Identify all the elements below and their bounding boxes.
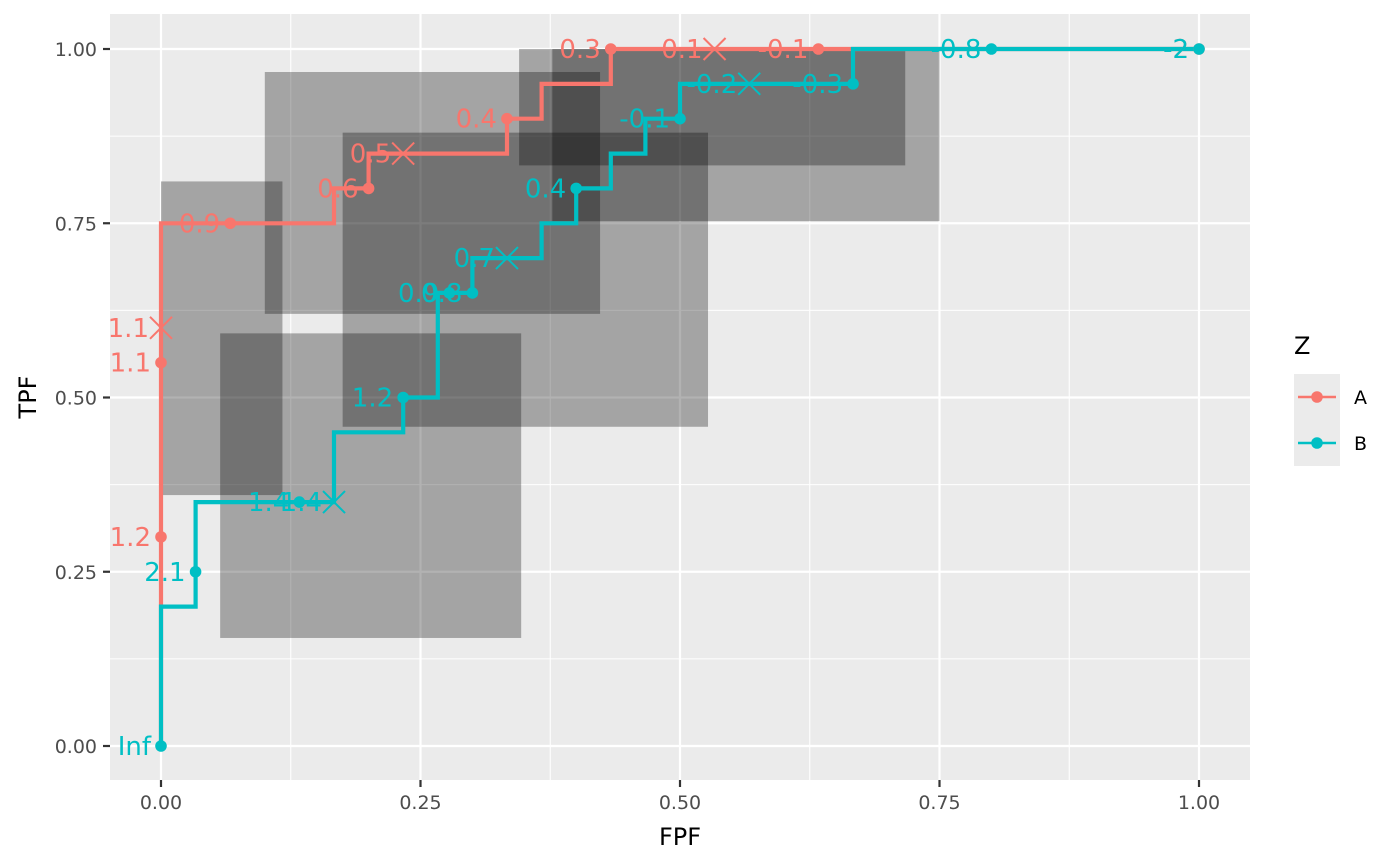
operating-point-cross <box>391 141 415 166</box>
point-label: -0.1 <box>758 35 809 65</box>
roc-point <box>155 531 167 543</box>
point-label: 0.6 <box>317 174 358 204</box>
y-axis: 0.00 0.25 0.50 0.75 1.00 <box>55 39 110 758</box>
cross-label: 0.5 <box>350 140 391 170</box>
confidence-region <box>220 333 522 638</box>
roc-point <box>155 356 167 369</box>
x-axis-title: FPF <box>659 823 701 851</box>
point-label: -0.8 <box>931 35 982 65</box>
y-axis-title: TPF <box>14 376 42 420</box>
operating-point-cross <box>322 490 346 514</box>
x-tick-label: 0.00 <box>140 792 182 814</box>
point-label: 0.4 <box>525 174 566 204</box>
confidence-region <box>161 181 283 496</box>
roc-point <box>466 287 479 299</box>
confidence-region <box>519 49 906 166</box>
point-label: -0.3 <box>792 70 843 100</box>
y-tick-label: 1.00 <box>55 39 97 61</box>
cross-label: 1.1 <box>108 314 149 344</box>
operating-point-cross <box>495 246 519 270</box>
roc-point <box>443 287 456 299</box>
cross-label: 1.4 <box>281 488 322 518</box>
roc-point <box>604 43 617 55</box>
legend-key-point <box>1311 391 1323 403</box>
x-tick-label: 1.00 <box>1178 792 1220 814</box>
operating-point-cross <box>737 72 761 96</box>
legend-label-A: A <box>1354 387 1367 409</box>
x-tick-label: 0.75 <box>918 792 960 814</box>
legend-label-B: B <box>1354 433 1367 455</box>
roc-point <box>224 217 237 230</box>
roc-point <box>155 740 167 752</box>
major-gridlines <box>110 14 1250 780</box>
point-label: 0.9 <box>398 279 439 309</box>
x-tick-label: 0.25 <box>399 792 441 814</box>
roc-point <box>189 565 202 578</box>
point-label: -0.1 <box>619 105 670 135</box>
cross-label: 0.7 <box>454 244 495 274</box>
legend: Z A B <box>1294 332 1367 466</box>
cross-label: 0.1 <box>661 35 702 65</box>
y-tick-label: 0.50 <box>55 388 97 410</box>
operating-point-cross <box>149 316 173 340</box>
roc-point <box>293 496 306 508</box>
point-label: Inf <box>118 732 152 762</box>
confidence-region <box>342 132 709 427</box>
roc-markers <box>149 37 1205 752</box>
point-label: -2 <box>1163 35 1189 65</box>
x-axis: 0.00 0.25 0.50 0.75 1.00 <box>140 780 1220 814</box>
point-label: 0.3 <box>559 35 600 65</box>
point-label: 1.2 <box>110 523 151 553</box>
legend-key-point <box>1311 437 1323 449</box>
confidence-regions <box>161 49 940 638</box>
confidence-region <box>264 72 601 314</box>
point-label: 1.4 <box>248 488 289 518</box>
roc-point <box>570 182 582 195</box>
cross-label: -0.2 <box>687 70 738 100</box>
point-label: 0.9 <box>179 209 220 239</box>
y-tick-label: 0.00 <box>55 736 97 758</box>
roc-point <box>674 112 686 125</box>
roc-point <box>397 391 409 404</box>
point-label: 1.2 <box>352 384 393 414</box>
roc-point <box>847 78 859 90</box>
point-label: 0.8 <box>421 279 462 309</box>
roc-point <box>362 182 375 195</box>
roc-curve-A <box>158 46 1199 746</box>
point-labels: 1.2 1.1 0.9 0.6 0.4 0.3 -0.1 -2 1.1 0.5 0.1 Inf 2.1 1… <box>108 35 1189 762</box>
point-label: 2.1 <box>144 558 185 588</box>
roc-point <box>985 43 998 55</box>
confidence-region <box>552 49 940 222</box>
legend-title: Z <box>1294 332 1310 360</box>
point-label: -2 <box>1163 35 1189 65</box>
roc-point <box>501 112 513 125</box>
y-tick-label: 0.25 <box>55 562 97 584</box>
operating-point-cross <box>702 37 727 61</box>
x-tick-label: 0.50 <box>659 792 701 814</box>
roc-point <box>812 43 825 55</box>
y-tick-label: 0.75 <box>55 213 97 235</box>
roc-point <box>1193 43 1205 55</box>
point-label: 1.1 <box>110 349 151 379</box>
point-label: 0.4 <box>456 105 497 135</box>
